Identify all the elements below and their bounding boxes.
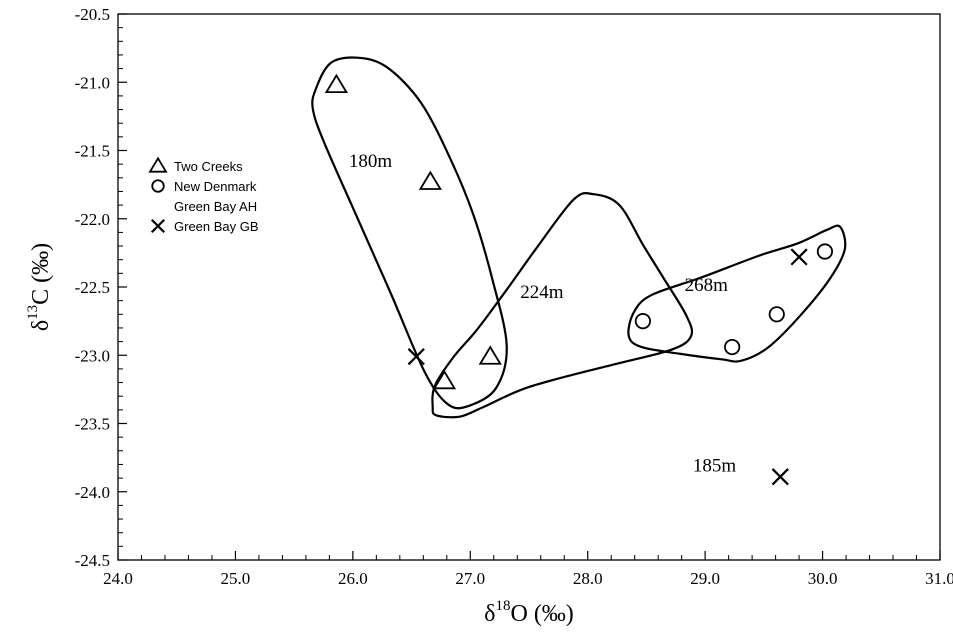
axis-titles: δ18O (‰) δ13C (‰) [25,243,574,627]
data-point-plus [581,201,602,222]
x-axis-title: δ18O (‰) [484,598,574,627]
y-tick-label: -23.5 [75,415,110,434]
axes: 24.0 25.0 26.0 27.0 28.0 29.0 30.0 31.0 -20.5 -21… [75,5,953,588]
data-point-triangle [432,369,457,390]
cluster-labels: 180m 224m 268m 185m [349,151,737,476]
legend-label: Green Bay AH [174,199,257,214]
legend-label: Two Creeks [174,159,243,174]
y-tick-label: -21.0 [75,73,110,92]
y-tick-label: -24.5 [75,551,110,570]
enclosure-268m [627,224,847,363]
y-tick-label: -21.5 [75,142,110,161]
y-tick-label: -22.0 [75,210,110,229]
x-tick-label: 28.0 [573,569,603,588]
data-point-cross [771,468,789,486]
cluster-label-224m: 224m [520,282,564,303]
x-tick-label: 27.0 [455,569,485,588]
data-point-cross [790,248,808,266]
data-point-circle [816,243,834,260]
x-tick-label: 29.0 [690,569,720,588]
x-tick-label: 30.0 [808,569,838,588]
data-point-triangle [324,73,349,94]
legend-marker-cross [150,218,166,234]
y-tick-label: -24.0 [75,483,110,502]
x-tick-label: 24.0 [103,569,133,588]
y-tick-label: -23.0 [75,346,110,365]
cluster-label-268m: 268m [685,275,729,296]
legend-marker-plus [150,198,166,214]
legend-marker-triangle [148,156,168,173]
data-point-circle [768,306,785,323]
enclosure-224m [431,192,694,419]
x-tick-label: 25.0 [221,569,251,588]
cluster-label-185m: 185m [693,455,737,476]
legend-label: New Denmark [174,179,257,194]
data-point-triangle [418,170,442,190]
data-point-cross [407,348,425,366]
legend-marker-circle [151,179,165,193]
legend-label: Green Bay GB [174,219,259,234]
enclosure-180m [311,56,508,410]
data-point-plus [604,320,625,341]
data-point-triangle [478,345,502,365]
x-tick-label: 26.0 [338,569,368,588]
data-points [324,73,834,486]
x-tick-label: 31.0 [925,569,953,588]
cluster-enclosures [311,56,847,419]
data-point-circle [634,313,652,330]
y-tick-label: -22.5 [75,278,110,297]
legend: Two Creeks New Denmark Green Bay AH Green B… [148,156,259,234]
data-point-circle [724,338,741,356]
y-axis-title: δ13C (‰) [25,243,54,331]
cluster-label-180m: 180m [349,151,393,172]
y-tick-label: -20.5 [75,5,110,24]
